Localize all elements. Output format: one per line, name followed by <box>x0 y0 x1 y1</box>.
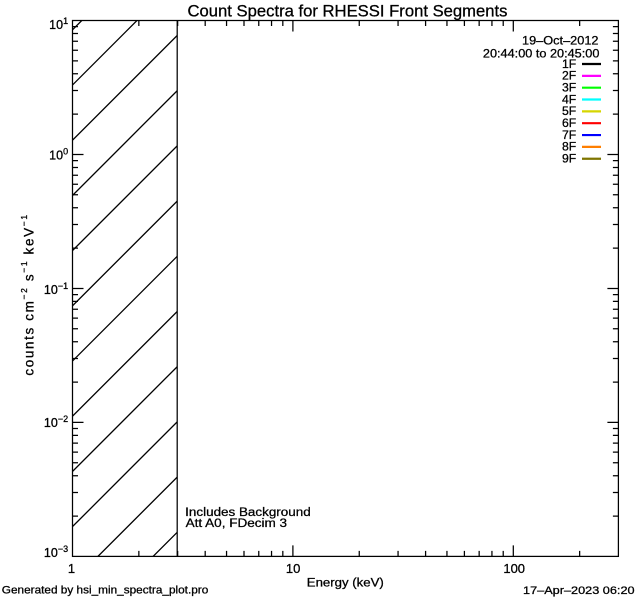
svg-text:7F: 7F <box>562 128 576 142</box>
svg-text:Count Spectra for RHESSI Front: Count Spectra for RHESSI Front Segments <box>188 1 508 20</box>
svg-text:10: 10 <box>286 561 300 576</box>
svg-text:17–Apr–2023 06:20: 17–Apr–2023 06:20 <box>523 585 635 597</box>
svg-text:3F: 3F <box>562 80 576 94</box>
svg-text:6F: 6F <box>562 116 576 130</box>
svg-text:counts cm−2 s−1 keV−1: counts cm−2 s−1 keV−1 <box>19 213 37 375</box>
svg-text:Att A0, FDecim 3: Att A0, FDecim 3 <box>186 516 288 530</box>
svg-text:4F: 4F <box>562 92 576 106</box>
svg-text:Includes Background: Includes Background <box>185 505 311 519</box>
svg-text:9F: 9F <box>562 152 576 166</box>
svg-text:19–Oct–2012: 19–Oct–2012 <box>522 34 599 48</box>
svg-text:1F: 1F <box>562 57 576 71</box>
svg-text:2F: 2F <box>562 69 576 83</box>
svg-text:Generated by hsi_min_spectra_p: Generated by hsi_min_spectra_plot.pro <box>2 584 209 596</box>
svg-text:5F: 5F <box>562 104 576 118</box>
svg-text:20:44:00 to 20:45:00: 20:44:00 to 20:45:00 <box>483 47 600 61</box>
svg-text:1: 1 <box>68 561 75 576</box>
svg-text:100: 100 <box>503 561 525 576</box>
svg-text:8F: 8F <box>562 140 576 154</box>
svg-text:Energy (keV): Energy (keV) <box>307 576 384 590</box>
